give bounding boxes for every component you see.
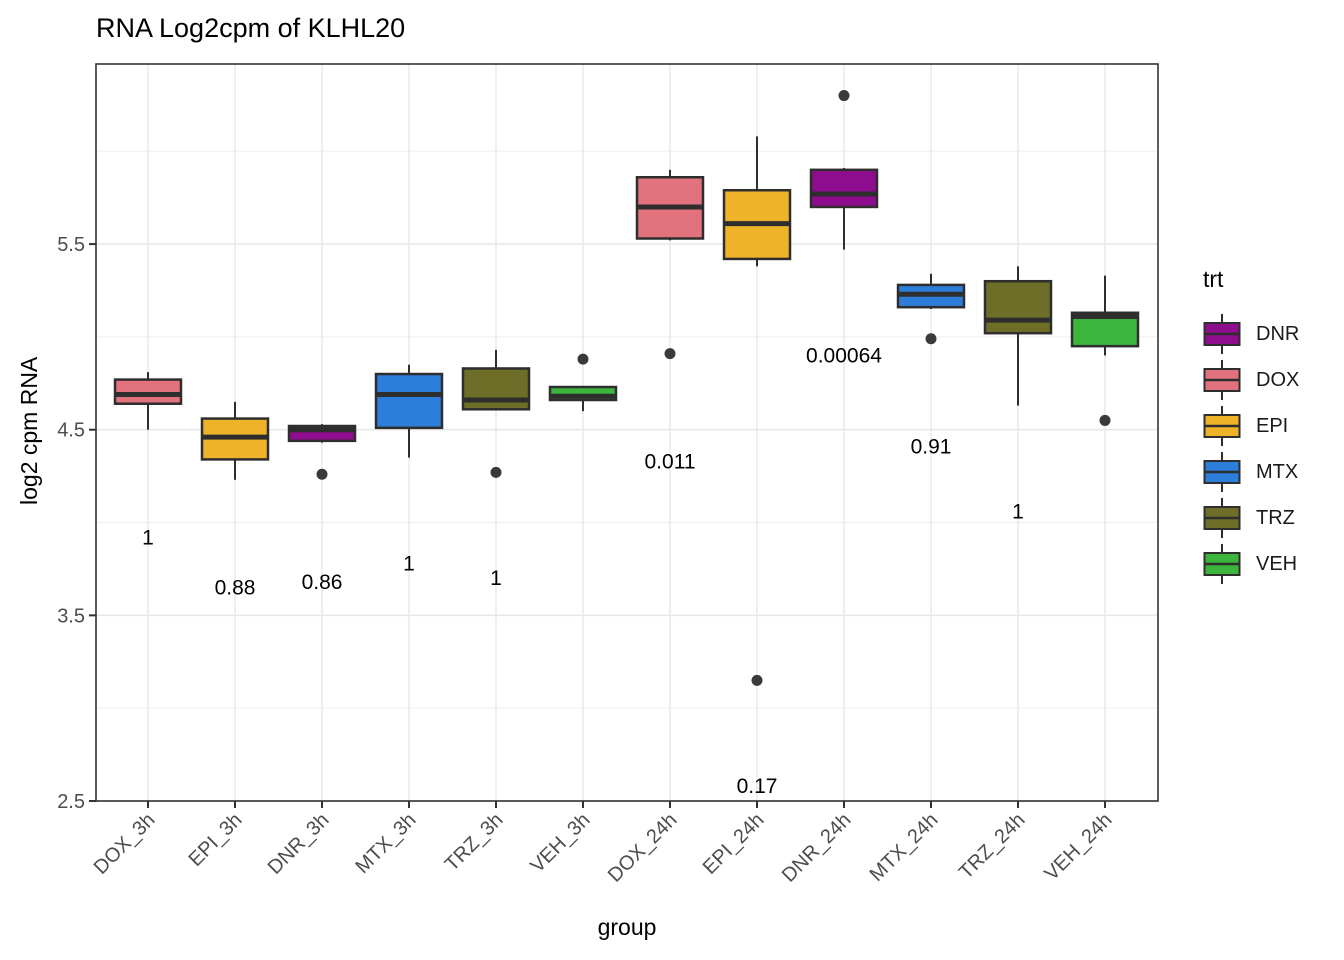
legend-label: VEH — [1256, 552, 1298, 575]
legend-label: EPI — [1256, 414, 1289, 437]
y-tick-label: 5.5 — [57, 234, 85, 256]
box-group-TRZ_3h: 1 — [461, 349, 531, 590]
outlier-point — [316, 468, 328, 480]
panel-border — [95, 63, 1159, 802]
p-value-annotation: 1 — [1012, 500, 1024, 523]
outlier-point — [925, 333, 937, 345]
legend-label: DNR — [1256, 322, 1300, 345]
box-group-DNR_24h: 0.00064 — [806, 90, 882, 367]
box-group-EPI_24h: 0.17 — [722, 136, 792, 798]
legend-item-VEH: VEH — [1196, 541, 1299, 587]
outlier-point — [751, 674, 763, 686]
outlier-point — [838, 90, 850, 102]
x-tick-label: EPI_3h — [185, 809, 247, 871]
x-tick-label: DOX_24h — [604, 809, 682, 887]
legend-key-boxplot-glyph — [1203, 498, 1241, 538]
p-value-annotation: 0.00064 — [806, 344, 882, 367]
outlier-point — [490, 466, 502, 478]
y-tick-label: 3.5 — [57, 605, 85, 627]
box-group-DOX_3h: 1 — [113, 372, 183, 549]
x-tick-label: TRZ_24h — [955, 809, 1030, 884]
legend-item-EPI: EPI — [1196, 403, 1299, 449]
x-tick-label: DOX_3h — [90, 809, 160, 879]
p-value-annotation: 1 — [403, 552, 415, 575]
p-value-annotation: 0.011 — [645, 450, 696, 473]
legend: trt DNR DOX EPI MTX TRZ VEH — [1196, 266, 1299, 587]
x-tick-label: MTX_24h — [866, 809, 943, 886]
p-value-annotation: 0.86 — [302, 571, 343, 594]
legend-title: trt — [1203, 266, 1224, 292]
legend-rows: DNR DOX EPI MTX TRZ VEH — [1196, 311, 1299, 587]
x-tick-label: TRZ_3h — [441, 809, 508, 876]
legend-key-boxplot-glyph — [1203, 406, 1241, 446]
p-value-annotation: 0.17 — [737, 775, 778, 798]
p-value-annotation: 0.91 — [911, 435, 952, 458]
legend-item-DOX: DOX — [1196, 357, 1299, 403]
p-value-annotation: 1 — [490, 567, 502, 590]
legend-label: DOX — [1256, 368, 1300, 391]
panel-background — [96, 64, 1158, 801]
y-axis-title: log2 cpm RNA — [16, 356, 42, 505]
y-tick-label: 4.5 — [57, 420, 85, 442]
box-group-MTX_24h: 0.91 — [896, 273, 966, 458]
x-tick-label: MTX_3h — [352, 809, 421, 878]
outlier-point — [664, 348, 676, 360]
box-group-DNR_3h: 0.86 — [287, 424, 357, 594]
x-tick-label: EPI_24h — [699, 809, 769, 879]
legend-item-DNR: DNR — [1196, 311, 1299, 357]
chart-title: RNA Log2cpm of KLHL20 — [96, 13, 406, 43]
legend-key-boxplot-glyph — [1203, 452, 1241, 492]
box-group-VEH_24h — [1070, 275, 1140, 426]
box-iqr — [983, 279, 1053, 335]
x-tick-label: VEH_3h — [526, 809, 594, 877]
box-iqr — [809, 168, 879, 209]
box-group-MTX_3h: 1 — [374, 364, 444, 575]
p-value-annotation: 1 — [142, 526, 154, 549]
box-iqr — [461, 367, 531, 411]
x-tick-label: VEH_24h — [1040, 809, 1116, 885]
box-iqr — [374, 372, 444, 430]
p-value-annotation: 0.88 — [215, 577, 256, 600]
outlier-point — [1099, 414, 1111, 426]
box-group-DOX_24h: 0.011 — [635, 169, 705, 473]
legend-label: MTX — [1256, 460, 1299, 483]
outlier-point — [577, 353, 589, 365]
legend-key-boxplot-glyph — [1203, 314, 1241, 354]
legend-key-boxplot-glyph — [1203, 544, 1241, 584]
legend-item-MTX: MTX — [1196, 449, 1299, 495]
legend-item-TRZ: TRZ — [1196, 495, 1299, 541]
x-tick-label: DNR_24h — [778, 809, 856, 887]
box-iqr — [113, 378, 183, 405]
y-tick-label: 2.5 — [57, 791, 85, 813]
legend-label: TRZ — [1256, 506, 1295, 529]
legend-key-boxplot-glyph — [1203, 360, 1241, 400]
x-axis-title: group — [597, 914, 657, 940]
box-group-EPI_3h: 0.88 — [200, 401, 270, 600]
box-group-VEH_3h — [548, 353, 618, 412]
x-tick-label: DNR_3h — [264, 809, 334, 879]
box-group-TRZ_24h: 1 — [983, 266, 1053, 523]
